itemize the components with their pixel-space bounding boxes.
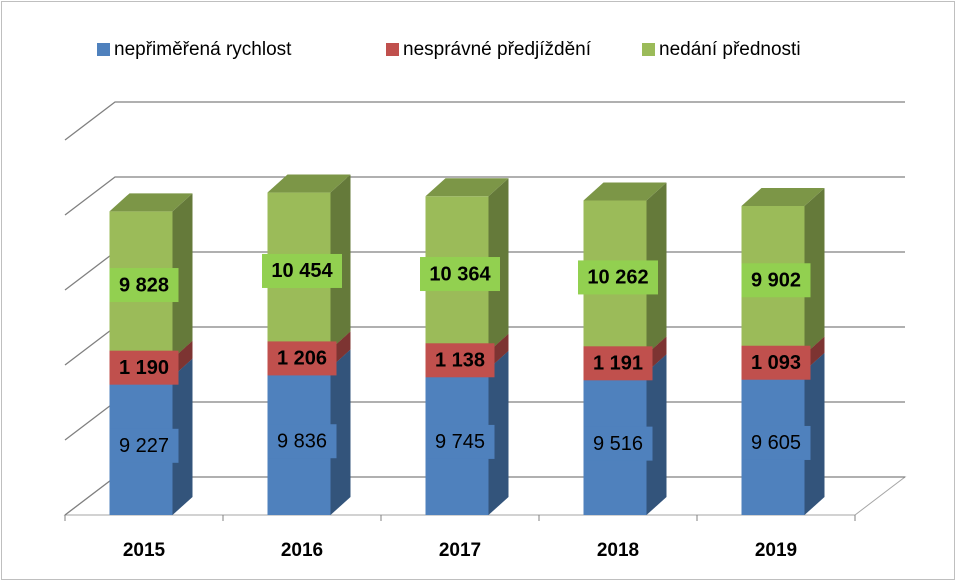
x-tick-label: 2018 [597, 540, 639, 561]
label-box [109, 268, 179, 303]
legend-swatch [642, 43, 655, 56]
data-label: 9 828 [119, 274, 169, 296]
label-box [425, 424, 495, 459]
data-label: 10 364 [429, 263, 491, 285]
data-label: 1 206 [277, 348, 327, 370]
grid-line [64, 101, 905, 141]
label-box [109, 428, 179, 463]
data-label: 9 902 [751, 270, 801, 292]
legend-swatch [386, 43, 399, 56]
bar-top [267, 174, 351, 193]
label-box [267, 341, 337, 376]
bar-side [804, 352, 825, 515]
bar-top [425, 178, 509, 197]
label-box [583, 346, 653, 381]
bar-side [488, 350, 509, 515]
data-label: 9 605 [751, 432, 801, 454]
data-label: 1 190 [119, 357, 169, 379]
data-label: 10 454 [271, 260, 333, 282]
label-box [420, 257, 500, 292]
data-label: 1 191 [593, 353, 643, 375]
bar-top [741, 188, 825, 206]
label-box [741, 425, 811, 460]
legend-label: nepřiměřená rychlost [114, 39, 292, 60]
bar-top [109, 193, 193, 212]
legend-label: nesprávné předjíždění [403, 39, 592, 60]
label-box [741, 345, 811, 380]
data-label: 9 516 [593, 433, 643, 455]
label-box [262, 253, 342, 288]
data-label: 9 836 [277, 431, 327, 453]
data-label: 1 138 [435, 350, 485, 372]
x-tick-label: 2017 [439, 540, 481, 561]
grid-line [64, 176, 905, 216]
data-label: 1 093 [751, 352, 801, 374]
label-box [109, 350, 179, 385]
legend-label: nedání přednosti [659, 39, 801, 60]
legend-swatch [97, 43, 110, 56]
label-box [425, 343, 495, 378]
data-label: 9 745 [435, 431, 485, 453]
data-label: 10 262 [587, 267, 648, 289]
data-label: 9 227 [119, 435, 169, 457]
bar-side [646, 354, 667, 515]
bar-side [172, 193, 193, 359]
x-tick-label: 2015 [123, 540, 166, 561]
bar-top [583, 182, 667, 201]
label-box [267, 424, 337, 459]
label-box [583, 426, 653, 461]
x-tick-label: 2019 [755, 540, 797, 561]
label-box [741, 263, 811, 298]
bar-side [330, 349, 351, 515]
bar-side [804, 188, 825, 355]
bar-side [172, 358, 193, 515]
label-box [578, 260, 658, 295]
x-tick-label: 2016 [281, 540, 323, 561]
